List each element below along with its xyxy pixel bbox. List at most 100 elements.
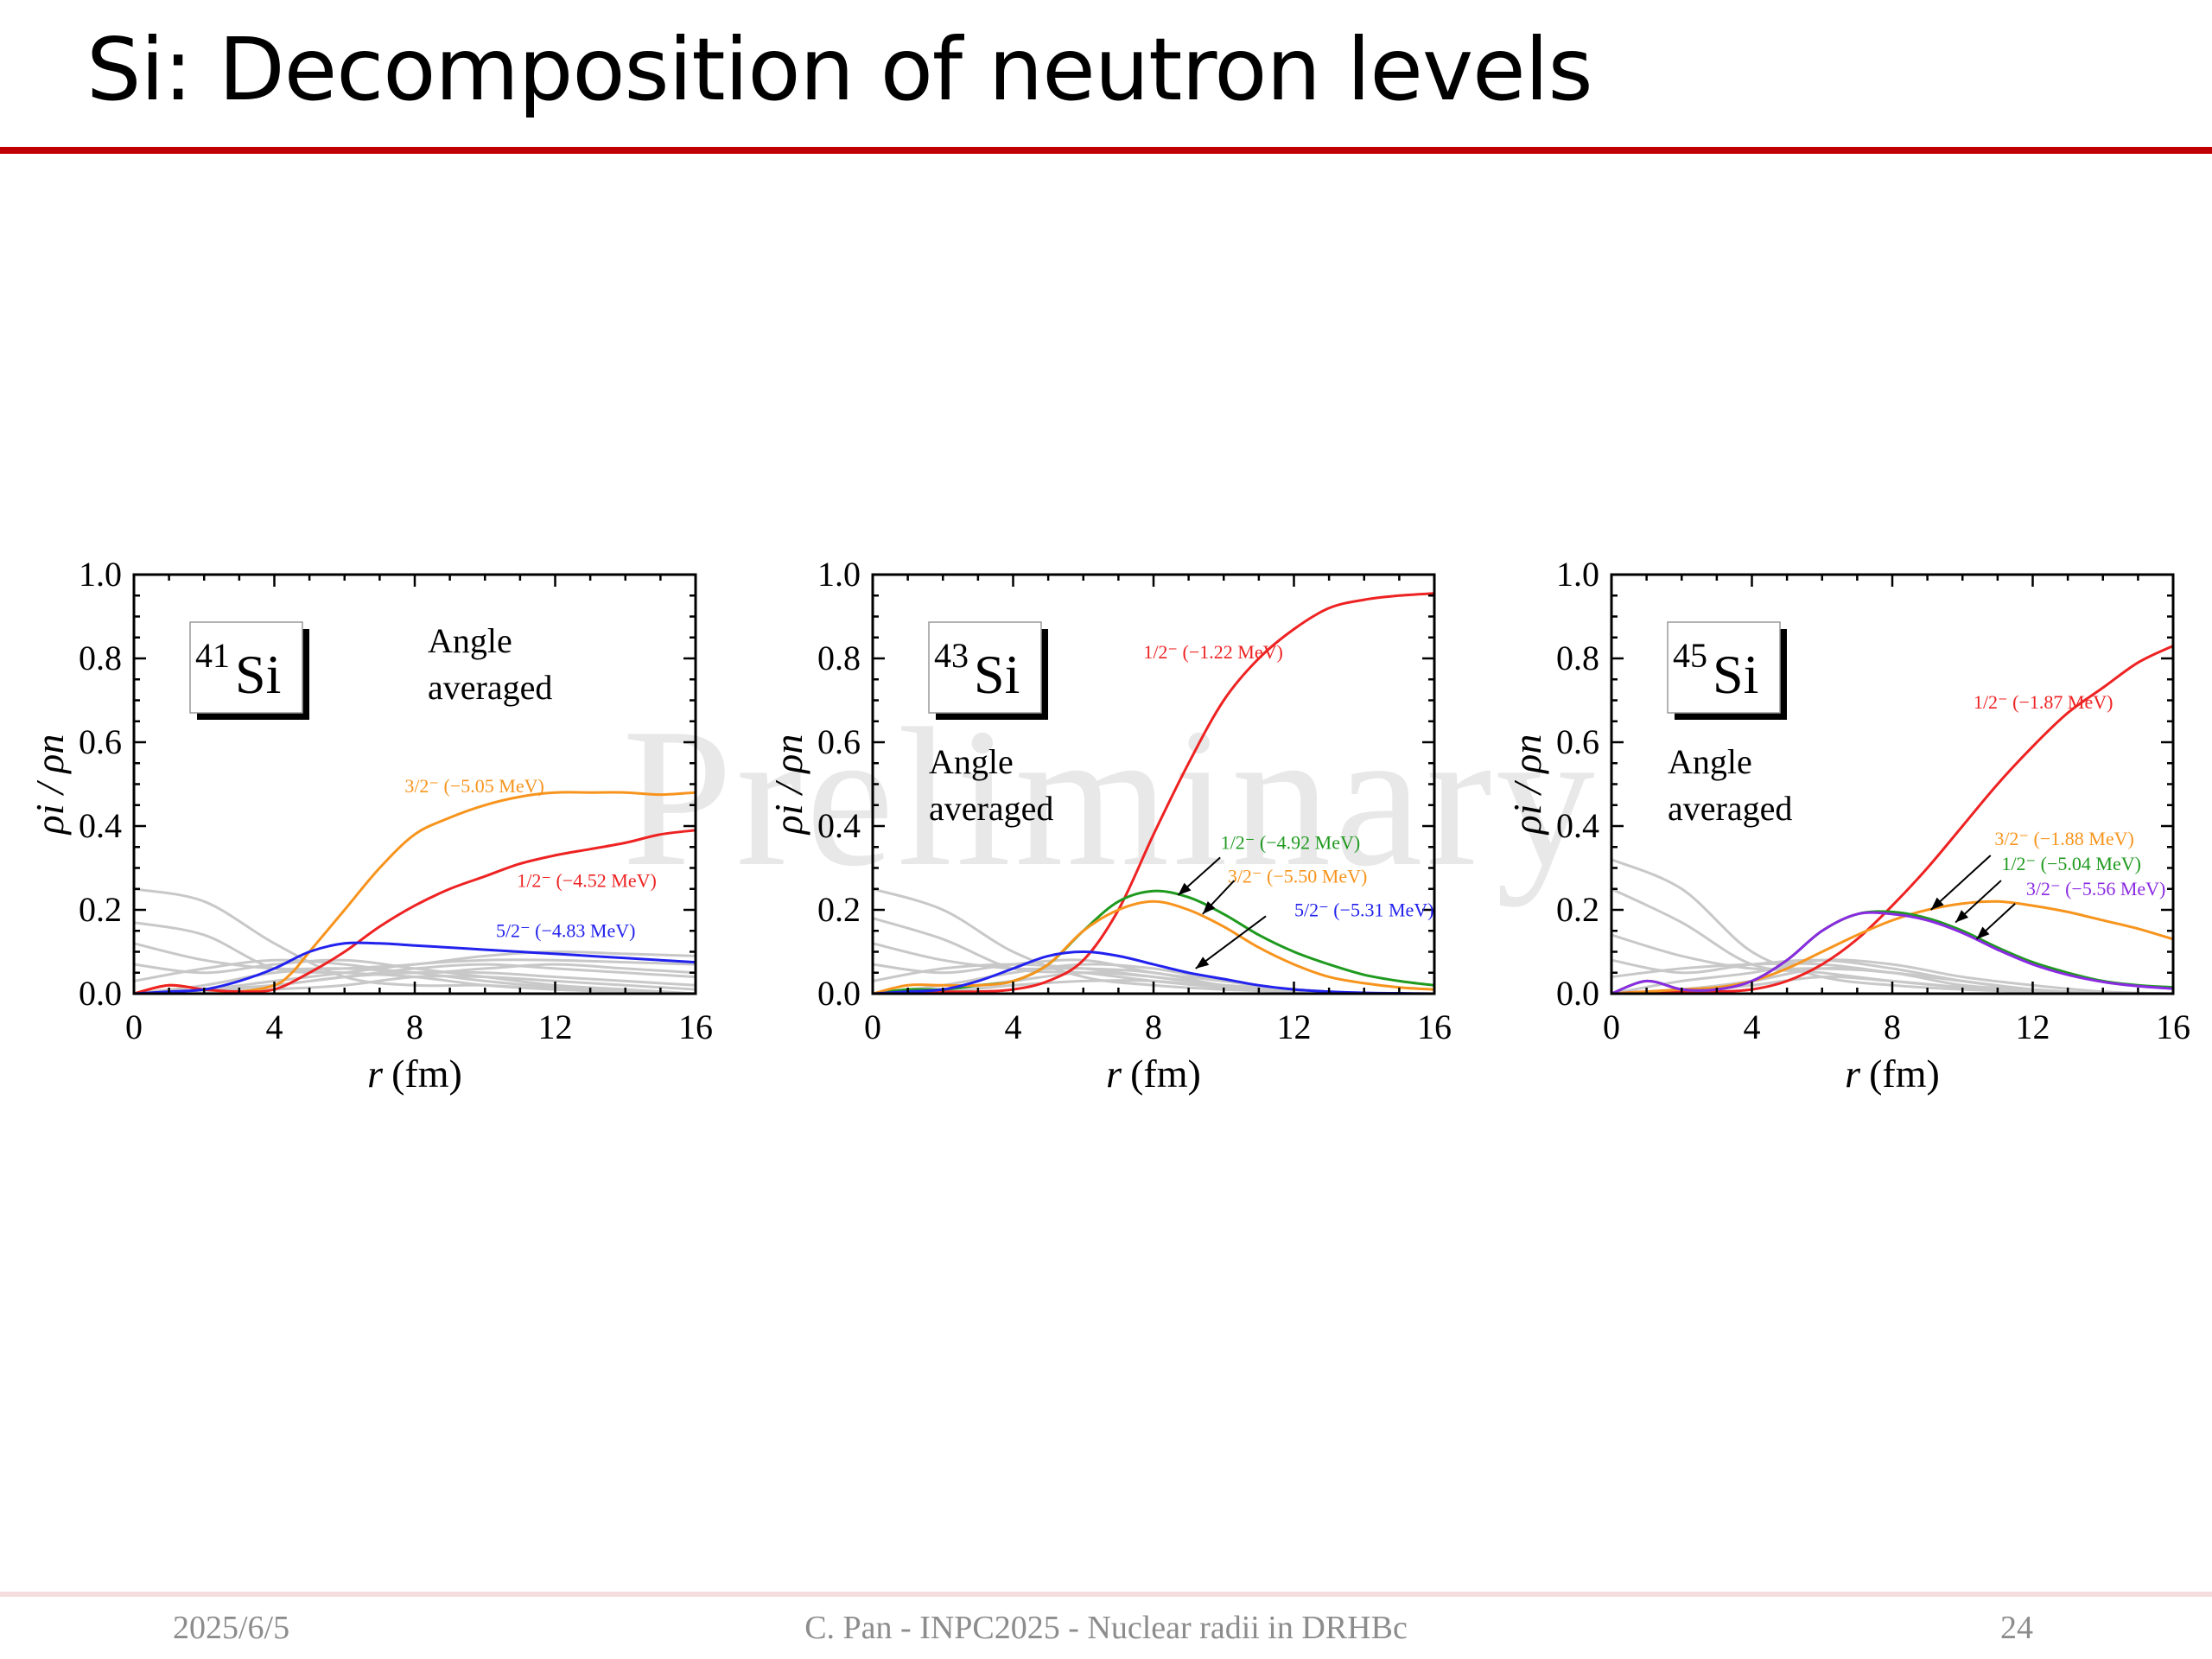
gray-level-curve [1611,958,2173,994]
y-axis-label: ρi / ρn [766,734,810,836]
nucleus-box [1667,621,1781,714]
nucleus-box [189,621,303,714]
x-axis-label: r (fm) [1106,1052,1201,1096]
x-axis-label-unit: (fm) [391,1052,462,1096]
label-arrowhead [1195,957,1210,969]
series-lines [873,592,1434,994]
x-tick-label: 4 [1005,1007,1022,1046]
series-lines [1611,645,2173,994]
chart-panel-41si: 0 4 8 12 16 0.0 0.2 0.4 0.6 0.8 1.0 r (fm) ρi / ρn 41 S… [28,555,713,1096]
label-arrowhead [1976,926,1990,939]
level-label: 3/2⁻ (−5.50 MeV) [1228,865,1368,887]
slide-title: Si: Decomposition of neutron levels [86,19,1593,120]
angle-averaged-note-line2: averaged [1668,789,1792,828]
series-line [134,941,696,994]
y-tick-label: 0.4 [817,806,861,845]
angle-averaged-note-line1: Angle [1668,742,1752,781]
footer-date: 2025/6/5 [173,1610,290,1646]
x-tick-label: 12 [2016,1007,2050,1046]
x-tick-label: 8 [1145,1007,1162,1046]
x-tick-label: 12 [1277,1007,1312,1046]
footer-rule [0,1592,2212,1597]
y-axis-label: ρi / ρn [1505,734,1549,836]
angle-averaged-note-line2: averaged [929,789,1053,828]
nucleus-mass-number: 41 [195,636,230,675]
y-tick-label: 0.2 [1556,890,1599,929]
level-label: 1/2⁻ (−4.92 MeV) [1221,832,1361,854]
series-line [873,950,1434,994]
page-number: 24 [2000,1610,2033,1646]
y-tick-label: 0.8 [1556,639,1599,677]
nucleus-symbol: Si [235,644,281,705]
x-axis-label-variable: r [1845,1052,1861,1096]
x-tick-label: 16 [2156,1007,2190,1046]
level-label: 5/2⁻ (−5.31 MeV) [1294,899,1434,920]
y-tick-label: 0.0 [817,974,861,1013]
x-tick-label: 0 [864,1007,881,1046]
y-tick-label: 1.0 [1556,555,1599,594]
series-line [134,829,696,994]
x-tick-label: 0 [125,1007,143,1046]
x-tick-label: 16 [1417,1007,1452,1046]
x-tick-label: 4 [1744,1007,1761,1046]
axis-ticks [1610,573,2175,995]
x-axis-label-unit: (fm) [1130,1052,1201,1096]
footer-center-text: C. Pan - INPC2025 - Nuclear radii in DRH… [804,1610,1408,1646]
label-arrow [1930,855,1992,911]
y-tick-label: 0.6 [79,722,122,761]
y-tick-label: 0.6 [817,722,861,761]
x-tick-label: 8 [406,1007,423,1046]
series-line [1611,911,2173,994]
label-arrow [1195,915,1267,969]
angle-averaged-note-line2: averaged [428,668,552,707]
y-tick-label: 0.0 [1556,974,1599,1013]
x-axis-label-unit: (fm) [1869,1052,1940,1096]
nucleus-mass-number: 43 [934,636,969,675]
nucleus-box [928,621,1042,714]
y-axis-label: ρi / ρn [28,734,72,836]
y-tick-label: 0.2 [817,890,861,929]
nucleus-symbol: Si [974,644,1020,705]
level-label: 3/2⁻ (−5.56 MeV) [2026,878,2166,899]
axis-ticks [132,573,697,995]
y-tick-label: 0.0 [79,974,122,1013]
y-tick-label: 0.2 [79,890,122,929]
nucleus-mass-number: 45 [1673,636,1707,675]
x-tick-label: 4 [266,1007,283,1046]
y-tick-label: 0.6 [1556,722,1599,761]
x-tick-label: 0 [1603,1007,1620,1046]
level-label: 3/2⁻ (−1.88 MeV) [1994,828,2134,849]
level-label: 5/2⁻ (−4.83 MeV) [496,920,636,942]
level-label: 1/2⁻ (−5.04 MeV) [2001,853,2141,874]
level-label: 1/2⁻ (−1.22 MeV) [1143,641,1283,663]
y-tick-label: 0.8 [817,639,861,677]
angle-averaged-note-line1: Angle [929,742,1014,781]
x-axis-label: r (fm) [1845,1052,1940,1096]
series-line [873,899,1434,994]
x-tick-label: 8 [1884,1007,1901,1046]
y-tick-label: 0.8 [79,639,122,677]
level-label: 3/2⁻ (−5.05 MeV) [404,775,544,797]
x-axis-label: r (fm) [367,1052,462,1096]
series-line [873,592,1434,994]
angle-averaged-note-line1: Angle [428,621,512,660]
y-tick-label: 1.0 [817,555,861,594]
series-line [1611,645,2173,994]
axis-ticks [871,573,1436,995]
chart-panel-43si: 0 4 8 12 16 0.0 0.2 0.4 0.6 0.8 1.0 r (fm) ρi / ρn 43 S… [766,555,1452,1096]
x-tick-label: 16 [678,1007,713,1046]
label-arrowhead [1930,897,1944,910]
y-tick-label: 0.4 [1556,806,1599,845]
nucleus-symbol: Si [1713,644,1758,705]
x-axis-label-variable: r [367,1052,384,1096]
title-rule [0,147,2212,154]
label-arrowhead [1955,910,1969,923]
level-label: 1/2⁻ (−4.52 MeV) [517,869,657,891]
series-line [1611,899,2173,994]
x-tick-label: 12 [538,1007,573,1046]
gray-level-curve [134,970,696,994]
preliminary-watermark: Preliminary [622,687,1599,907]
label-arrowhead [1178,882,1192,896]
y-tick-label: 1.0 [79,555,122,594]
label-arrowhead [1202,900,1216,914]
